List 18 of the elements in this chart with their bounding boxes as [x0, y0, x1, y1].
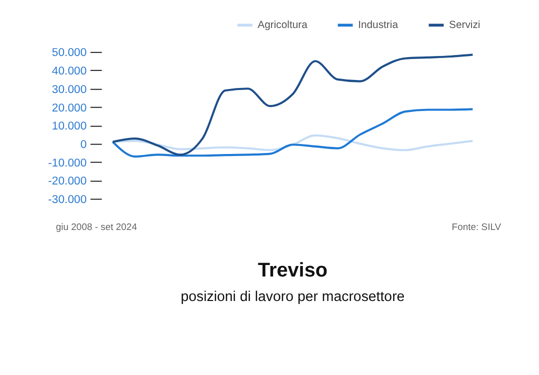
y-tick-label: 20.000 [52, 102, 87, 114]
y-tick-label: -20.000 [48, 176, 87, 188]
text: posizioni di lavoro per macrosettore [180, 289, 405, 306]
text: giu 2008 - set 2024 [56, 222, 137, 234]
y-tick-label: 0 [80, 138, 87, 151]
legend-label: Industria [358, 20, 398, 32]
y-tick-label: -10.000 [48, 157, 87, 170]
y-tick-label: -30.000 [48, 194, 87, 206]
y-tick-label: 10.000 [52, 120, 87, 133]
y-tick-label: 40.000 [52, 66, 87, 78]
y-tick-label: 50.000 [52, 47, 87, 60]
y-tick-label: 30.000 [52, 84, 87, 96]
legend-label: Agricoltura [258, 20, 308, 32]
text: Treviso [258, 259, 328, 282]
line-series [112, 54, 474, 156]
line-series [112, 108, 474, 158]
source-note: Fonte: SILV [452, 222, 502, 234]
legend-label: Servizi [449, 20, 480, 32]
